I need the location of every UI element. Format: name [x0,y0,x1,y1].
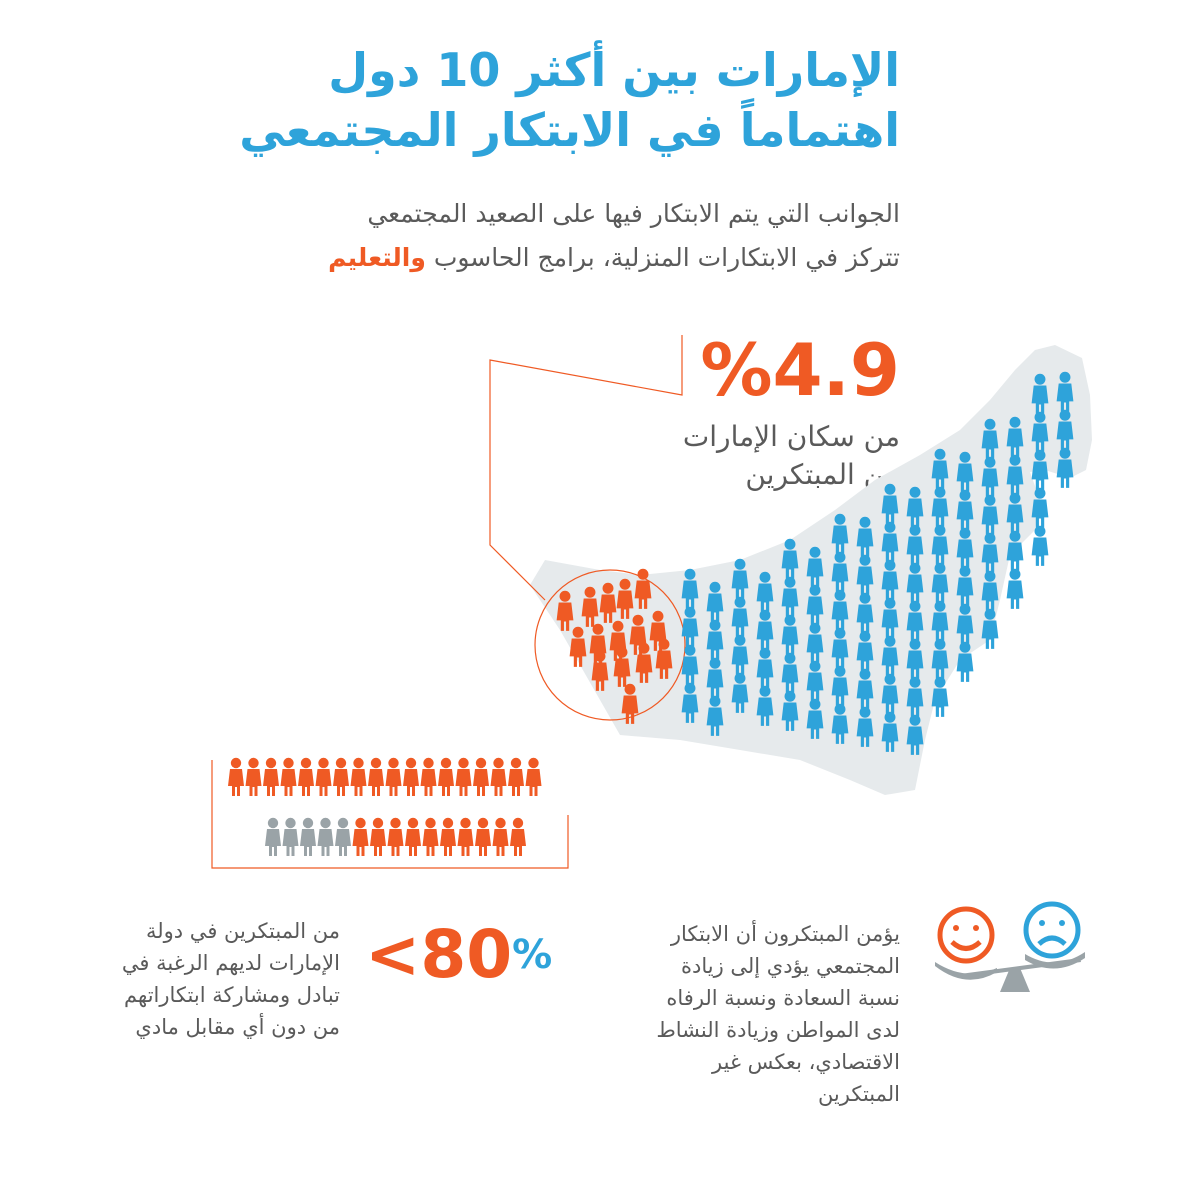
innovators-percentage: %4.9 [700,328,900,412]
belief-line-3: نسبة السعادة ونسبة الرفاه [666,986,900,1010]
person-icon [420,757,437,796]
sharing-percent-sign: % [512,932,553,978]
person-icon [475,817,491,856]
belief-line-2: المجتمعي يؤدي إلى زيادة [680,954,900,978]
sharing-symbol: < [365,916,421,993]
person-icon [333,757,349,796]
belief-line-1: يؤمن المبتكرون أن الابتكار [670,922,900,946]
people-row-2 [265,817,526,856]
person-icon [1031,525,1049,566]
highlight-circle [534,569,686,721]
intro-line-2: تتركز في الابتكارات المنزلية، برامج الحا… [180,236,900,280]
person-icon [438,757,454,796]
person-icon [228,757,244,796]
person-icon [352,817,369,856]
person-icon [387,817,404,856]
person-icon [315,757,332,796]
person-icon [525,757,542,796]
person-icon [368,757,384,796]
sharing-label-line-4: من دون أي مقابل مادي [135,1015,340,1039]
person-icon [508,757,524,796]
connector-line-top [489,335,683,601]
person-icon [473,757,489,796]
intro-line-2-text: تتركز في الابتكارات المنزلية، برامج الحا… [433,243,900,272]
person-icon [490,757,507,796]
person-icon [455,757,472,796]
person-icon [245,757,262,796]
person-icon [350,757,367,796]
title-line-2: اهتماماً في الابتكار المجتمعي [239,103,900,157]
sharing-label: من المبتكرين في دولة الإمارات لديهم الرغ… [60,915,340,1043]
person-icon [510,817,526,856]
belief-line-6: المبتكرين [817,1082,900,1106]
innovators-label: من سكان الإمارات من المبتكرين [640,418,900,494]
sharing-label-line-2: الإمارات لديهم الرغبة في [121,951,340,975]
balance-scale-icon [935,952,1085,992]
sharing-value: 80 [420,916,513,993]
person-icon [492,817,509,856]
sad-face-icon [1023,901,1081,959]
person-icon [280,757,297,796]
sharing-label-line-1: من المبتكرين في دولة [145,919,340,943]
intro-highlight: والتعليم [328,243,426,272]
person-icon [405,817,421,856]
person-icon [282,817,299,856]
person-icon [422,817,439,856]
sharing-percentage: <80% [365,915,565,995]
belief-line-5: الاقتصادي، بعكس غير [712,1050,900,1074]
sharing-label-line-3: تبادل ومشاركة ابتكاراتهم [124,983,340,1007]
person-icon [370,817,386,856]
person-icon [457,817,474,856]
happy-face-icon [937,906,995,964]
person-icon [300,817,316,856]
person-icon [385,757,402,796]
belief-line-4: لدى المواطن وزيادة النشاط [656,1018,900,1042]
rows-bracket [211,760,569,869]
person-icon [298,757,314,796]
page-title: الإمارات بين أكثر 10 دول اهتماماً في الا… [180,40,900,160]
intro-text: الجوانب التي يتم الابتكار فيها على الصعي… [180,192,900,280]
person-icon [317,817,334,856]
person-icon [335,817,351,856]
intro-line-1: الجوانب التي يتم الابتكار فيها على الصعي… [367,199,900,228]
title-line-1: الإمارات بين أكثر 10 دول [328,43,900,97]
person-icon [440,817,456,856]
person-icon [403,757,419,796]
people-row-1 [228,757,542,796]
belief-text: يؤمن المبتكرون أن الابتكار المجتمعي يؤدي… [600,918,900,1110]
person-icon [265,817,281,856]
innovators-label-line-1: من سكان الإمارات [682,420,900,453]
person-icon [263,757,279,796]
person-icon [1006,568,1024,609]
